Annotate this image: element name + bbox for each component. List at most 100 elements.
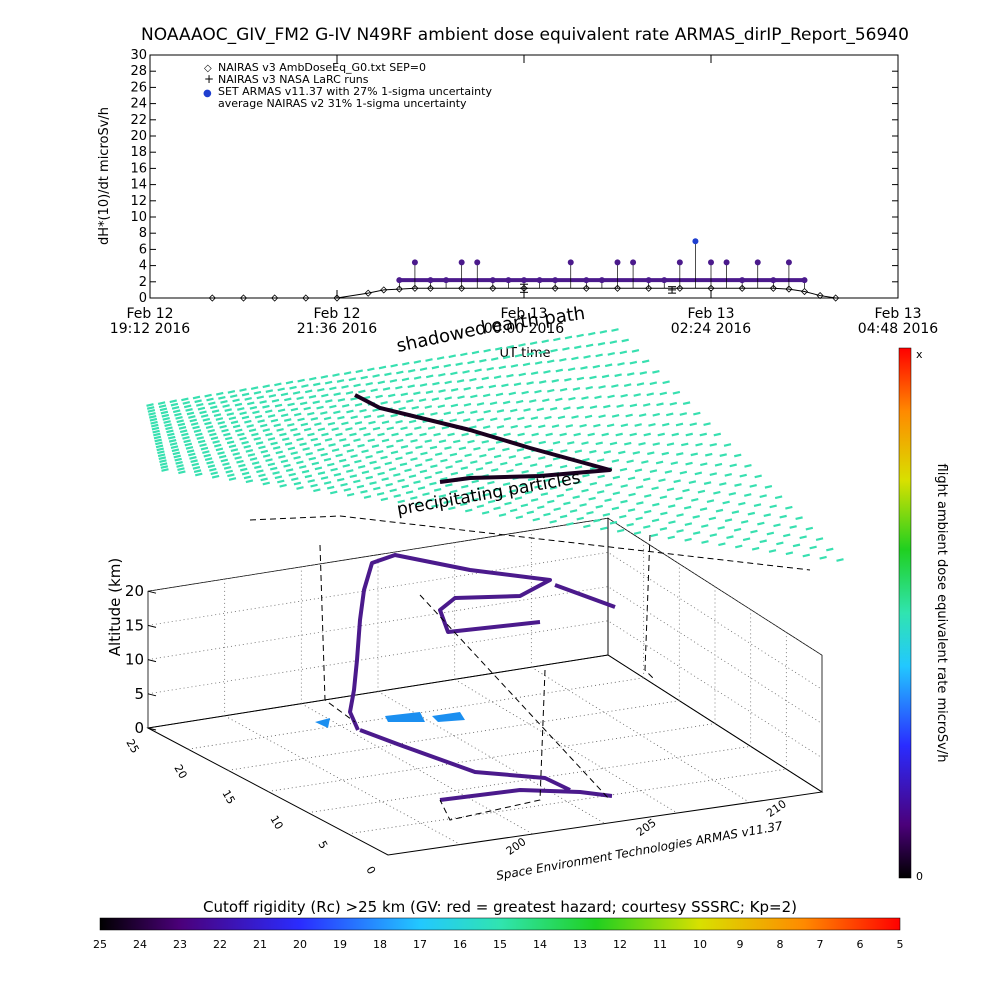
particle-mark [438,389,446,393]
particle-mark [260,449,269,454]
particle-mark [247,453,256,457]
particle-mark [191,462,200,467]
particle-mark [723,443,732,447]
particle-mark [498,365,507,370]
bottom-colorbar-tick-label: 20 [293,938,307,951]
particle-mark [612,475,621,480]
flight-track-projection [319,544,356,723]
bottom-colorbar-tick-label: 11 [653,938,667,951]
bottom-colorbar-tick-label: 8 [777,938,784,951]
particle-mark [262,454,271,458]
particle-mark [481,376,489,381]
particle-mark [676,452,684,456]
particle-mark [534,389,542,394]
particle-mark [365,475,373,480]
particle-mark [313,488,321,493]
armas-point [396,277,403,284]
particle-mark [605,483,613,487]
particle-mark [333,472,342,477]
particle-mark [376,491,385,496]
particle-mark [296,437,304,442]
particle-mark [253,436,261,441]
particle-mark [471,479,479,484]
particle-mark [532,517,540,522]
particle-mark [204,393,212,398]
particle-mark [438,494,447,498]
particle-mark [574,449,583,454]
particle-mark [682,401,691,406]
particle-mark [779,514,787,519]
particle-mark [405,432,413,437]
particle-mark [740,520,749,524]
particle-mark [809,545,817,550]
armas-point [723,259,730,266]
bottom-colorbar-tick-label: 14 [533,938,547,951]
particle-mark [429,481,437,486]
particle-mark [248,428,257,433]
particle-mark [367,367,375,372]
particle-mark [549,486,558,490]
bottom-colorbar-tick-label: 22 [213,938,227,951]
particle-mark [308,456,317,461]
particle-mark [515,399,524,404]
low-altitude-patch [315,718,330,728]
particle-mark [393,400,401,404]
particle-mark [182,436,190,440]
armas-point [630,259,637,266]
particle-mark [483,348,491,353]
particle-mark [544,415,552,420]
particle-mark [461,432,469,437]
particle-mark [363,495,372,499]
armas-point [505,277,512,284]
particle-mark [768,549,777,553]
particle-mark [202,450,210,455]
particle-mark [536,407,545,412]
particle-mark [169,399,177,404]
nairas-v3-point [769,284,777,292]
nairas-v3-point [380,286,388,294]
particle-mark [221,428,229,433]
particle-mark [540,492,549,497]
particle-mark [172,409,181,414]
particle-mark [450,489,458,494]
particle-mark [254,414,263,419]
particle-mark [538,424,546,429]
y-tick-label: 14 [130,178,147,193]
particle-mark [200,446,209,451]
overlay-shadowed: shadowed [395,317,489,357]
particle-mark [701,524,709,528]
particle-mark [457,395,465,400]
particle-mark [345,427,353,431]
particle-mark [611,506,620,511]
particle-mark [219,424,227,429]
particle-mark [709,472,718,476]
particle-mark [731,510,740,515]
particle-mark [212,440,220,444]
flight-track-segment [348,553,552,731]
particle-mark [241,415,250,420]
particle-mark [164,423,172,427]
particle-mark [189,418,198,423]
particle-mark [662,380,670,385]
particle-mark [576,376,585,381]
particle-mark [436,356,445,360]
particle-mark [693,411,701,416]
particle-mark [341,403,350,408]
particle-mark [419,432,427,437]
particle-mark [456,410,465,415]
particle-mark [638,442,646,446]
particle-mark [516,447,525,452]
particle-mark [203,453,211,458]
particle-mark [179,429,188,434]
particle-mark [270,418,279,423]
particle-mark [643,432,651,437]
particle-mark [330,467,338,472]
particle-mark [297,417,305,422]
particle-mark [211,409,220,414]
particle-mark [390,450,399,455]
particle-mark [616,528,625,533]
particle-mark [636,501,644,506]
particle-mark [461,484,469,489]
particle-mark [303,406,311,411]
particle-mark [692,531,701,535]
